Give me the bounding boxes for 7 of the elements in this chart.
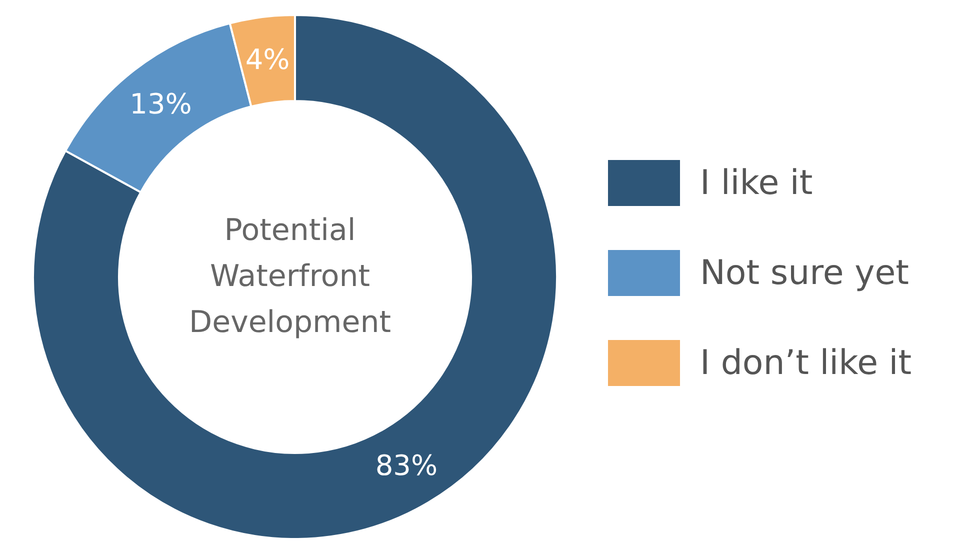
data-label: 83% (375, 449, 438, 482)
data-label: 4% (245, 43, 290, 76)
legend-label: I don’t like it (700, 343, 912, 383)
legend-label: I like it (700, 163, 813, 203)
text: Potential Waterfront Development (188, 212, 392, 342)
data-label: 13% (130, 87, 192, 120)
legend-label: Not sure yet (700, 253, 909, 293)
